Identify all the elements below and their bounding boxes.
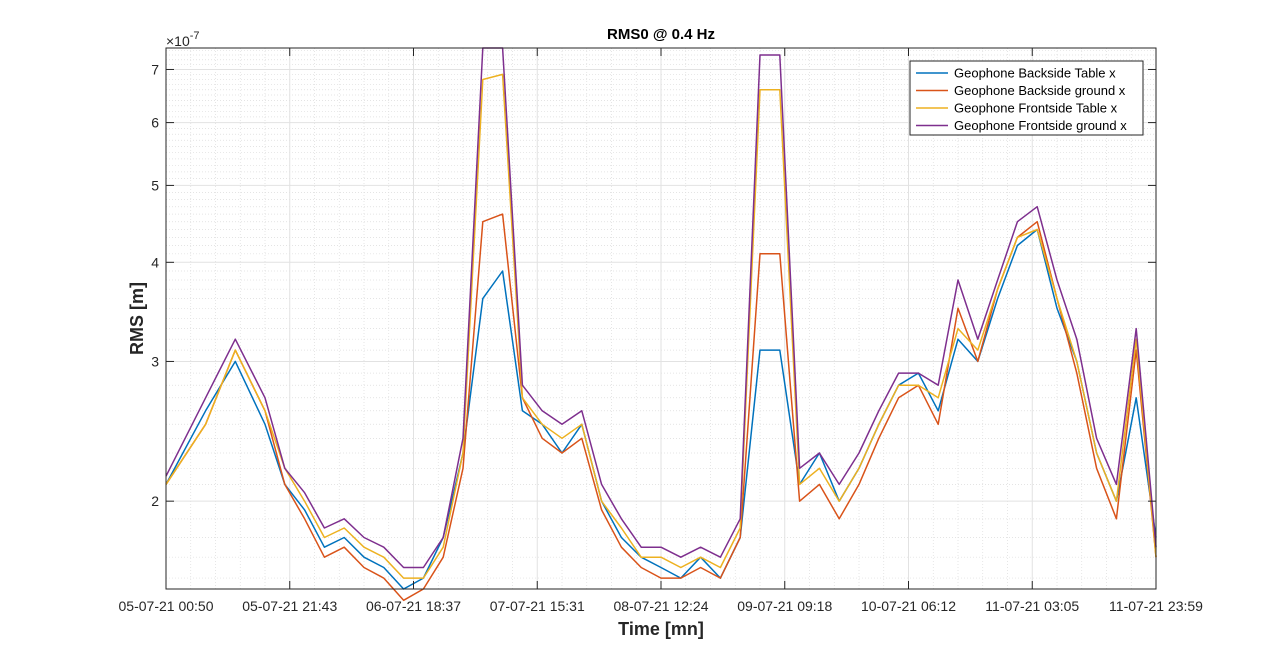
legend-entry-2: Geophone Backside ground x xyxy=(954,83,1126,98)
y-axis-exponent: ×10-7 xyxy=(166,30,200,49)
y-tick-label: 3 xyxy=(151,353,159,369)
y-tick-label: 5 xyxy=(151,177,159,193)
x-tick-label: 05-07-21 21:43 xyxy=(242,598,337,614)
y-tick-label: 4 xyxy=(151,254,159,270)
x-tick-label: 05-07-21 00:50 xyxy=(119,598,214,614)
x-tick-label: 06-07-21 18:37 xyxy=(366,598,461,614)
y-tick-label: 2 xyxy=(151,493,159,509)
tick-labels: 05-07-21 00:50 05-07-21 21:43 06-07-21 18:… xyxy=(119,61,1204,614)
legend-entry-1: Geophone Backside Table x xyxy=(954,66,1116,81)
legend: Geophone Backside Table x Geophone Backsi… xyxy=(909,60,1144,136)
x-tick-label: 08-07-21 12:24 xyxy=(614,598,709,614)
y-exponent-power: -7 xyxy=(190,30,200,42)
x-axis-label: Time [mn] xyxy=(618,619,704,639)
y-tick-label: 7 xyxy=(151,61,159,77)
series-line-4 xyxy=(165,47,1157,569)
series-line-3 xyxy=(165,73,1157,579)
x-tick-label: 11-07-21 03:05 xyxy=(985,598,1079,614)
y-tick-label: 6 xyxy=(151,115,159,131)
x-tick-label: 09-07-21 09:18 xyxy=(737,598,832,614)
x-tick-label: 10-07-21 06:12 xyxy=(861,598,956,614)
chart-title: RMS0 @ 0.4 Hz xyxy=(607,26,715,43)
legend-entry-4: Geophone Frontside ground x xyxy=(954,118,1127,133)
major-grid xyxy=(166,48,1156,589)
x-tick-label: 11-07-21 23:59 xyxy=(1109,598,1203,614)
y-axis-label: RMS [m] xyxy=(127,282,147,355)
y-exponent-base: ×10 xyxy=(166,33,190,49)
legend-box xyxy=(909,60,1144,136)
legend-entry-3: Geophone Frontside Table x xyxy=(954,101,1118,116)
series-lines xyxy=(165,47,1157,602)
axis-ticks xyxy=(165,48,1157,589)
x-tick-label: 07-07-21 15:31 xyxy=(490,598,585,614)
